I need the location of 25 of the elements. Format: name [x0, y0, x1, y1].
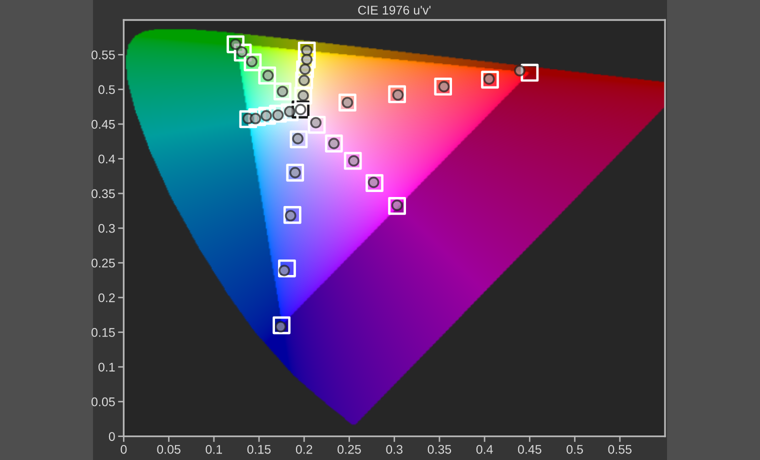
x-tick-label: 0.5 [566, 444, 583, 454]
y-tick-label: 0.55 [92, 50, 115, 60]
y-tick-label: 0.1 [98, 362, 115, 372]
y-tick-label: 0 [108, 432, 115, 441]
x-tick-label: 0.4 [476, 444, 493, 454]
y-tick-label: 0.15 [92, 328, 115, 337]
y-tick-label: 0.25 [92, 258, 115, 268]
chart-title: CIE 1976 u'v' [358, 6, 431, 15]
x-tick-label: 0.2 [296, 444, 312, 454]
x-tick-label: 0.25 [338, 444, 361, 454]
y-tick-label: 0.35 [92, 189, 115, 198]
x-tick-label: 0.1 [206, 444, 222, 454]
x-tick-label: 0.35 [428, 444, 452, 454]
x-tick-label: 0.45 [518, 444, 542, 454]
y-tick-label: 0.5 [98, 85, 115, 94]
x-tick-label: 0.55 [608, 444, 632, 454]
x-tick-label: 0.15 [247, 444, 271, 454]
x-tick-label: 0 [120, 444, 127, 454]
y-tick-label: 0.3 [98, 224, 115, 233]
x-tick-label: 0.05 [157, 444, 180, 454]
y-tick-label: 0.05 [92, 397, 115, 406]
y-tick-label: 0.2 [98, 293, 115, 302]
y-tick-label: 0.45 [92, 120, 115, 129]
x-tick-label: 0.3 [386, 444, 402, 454]
y-tick-label: 0.4 [98, 154, 115, 164]
